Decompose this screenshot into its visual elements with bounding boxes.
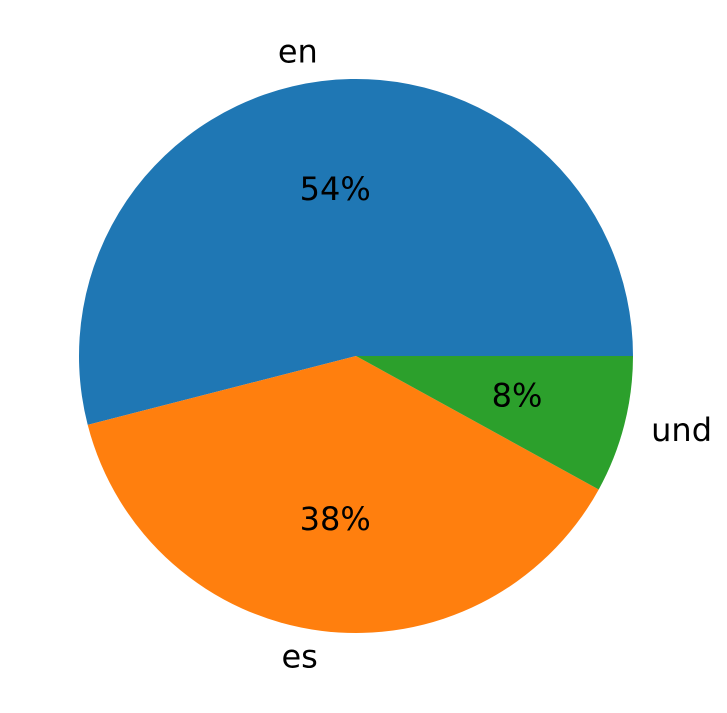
pie-slice bbox=[87, 356, 599, 634]
slice-label: und bbox=[651, 411, 712, 449]
pie-slice bbox=[356, 356, 633, 490]
pie-slice bbox=[78, 78, 633, 425]
percent-label: 54% bbox=[300, 170, 371, 208]
percent-label: 8% bbox=[492, 376, 543, 414]
percent-label: 38% bbox=[300, 500, 371, 538]
slice-label: en bbox=[278, 33, 318, 71]
slice-label: es bbox=[281, 637, 317, 675]
